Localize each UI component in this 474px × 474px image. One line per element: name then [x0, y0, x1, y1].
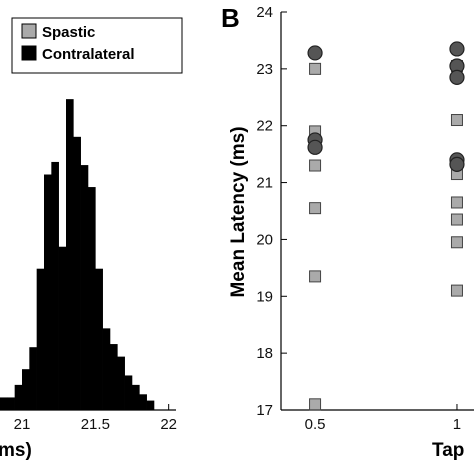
contralateral-point	[307, 139, 323, 155]
histogram-bar	[146, 400, 155, 410]
histogram-bar	[102, 328, 111, 410]
scatter-y-tick-label: 17	[256, 402, 273, 419]
scatter-y-tick-label: 19	[256, 288, 273, 305]
contralateral-point	[307, 45, 323, 61]
histogram-bar	[29, 347, 37, 410]
histogram-bar	[117, 356, 125, 410]
spastic-point	[450, 236, 463, 249]
contralateral-point	[449, 156, 465, 172]
scatter-y-tick-label: 23	[256, 61, 273, 78]
histogram-bar	[66, 99, 74, 410]
histogram-bar	[44, 174, 52, 410]
histogram-panel: 21 21.5 22 ms) Spastic Contralateral	[0, 17, 183, 461]
scatter-x-ticks: 0.5 1	[305, 404, 461, 433]
legend-box	[11, 17, 183, 74]
histogram-bar	[22, 369, 30, 410]
scatter-y-tick-label: 22	[256, 118, 273, 135]
spastic-point	[309, 202, 322, 215]
histogram-bar	[14, 384, 23, 410]
scatter-y-tick-label: 21	[256, 175, 273, 192]
histogram-bar	[132, 384, 140, 410]
histogram-bar	[0, 397, 8, 410]
legend-label-spastic: Spastic	[42, 24, 95, 41]
spastic-point	[309, 159, 322, 172]
legend-label-contralateral: Contralateral	[42, 46, 135, 63]
scatter-x-tick-label: 0.5	[305, 416, 326, 433]
histogram-bar	[58, 246, 67, 410]
spastic-point	[309, 398, 322, 411]
scatter-y-tick-label: 20	[256, 231, 273, 248]
scatter-y-axis-label: Mean Latency (ms)	[228, 126, 249, 297]
scatter-points	[307, 41, 465, 411]
histogram-bar	[110, 344, 118, 410]
histogram-x-tick-label: 21.5	[81, 416, 110, 433]
histogram-bar	[51, 161, 59, 410]
scatter-y-ticks: 17 18 19 20 21 22 23 24	[256, 4, 287, 419]
histogram-bar	[36, 268, 45, 410]
legend-swatch-spastic	[21, 23, 37, 39]
spastic-point	[450, 114, 463, 127]
spastic-point	[309, 270, 322, 283]
spastic-point	[450, 196, 463, 209]
histogram-bars	[0, 99, 155, 410]
scatter-x-tick-label: 1	[453, 416, 461, 433]
histogram-bar	[88, 187, 96, 410]
panel-letter-b: B	[221, 3, 240, 33]
histogram-x-ticks: 21 21.5 22	[14, 404, 177, 433]
histogram-x-axis-label: ms)	[0, 440, 32, 461]
legend-swatch-contralateral	[21, 45, 37, 61]
contralateral-point	[449, 41, 465, 57]
histogram-bar	[95, 268, 103, 410]
histogram-x-tick-label: 22	[160, 416, 177, 433]
spastic-point	[450, 213, 463, 226]
scatter-y-tick-label: 24	[256, 4, 273, 21]
histogram-bar	[73, 136, 81, 410]
histogram-bar	[7, 397, 15, 410]
histogram-bar	[139, 394, 147, 410]
spastic-point	[450, 284, 463, 297]
histogram-bar	[80, 165, 89, 410]
spastic-point	[309, 62, 322, 75]
legend: Spastic Contralateral	[11, 17, 183, 74]
contralateral-point	[449, 69, 465, 85]
histogram-x-tick-label: 21	[14, 416, 31, 433]
scatter-y-tick-label: 18	[256, 345, 273, 362]
histogram-bar	[124, 375, 133, 410]
scatter-x-axis-label: Tap	[432, 440, 464, 461]
